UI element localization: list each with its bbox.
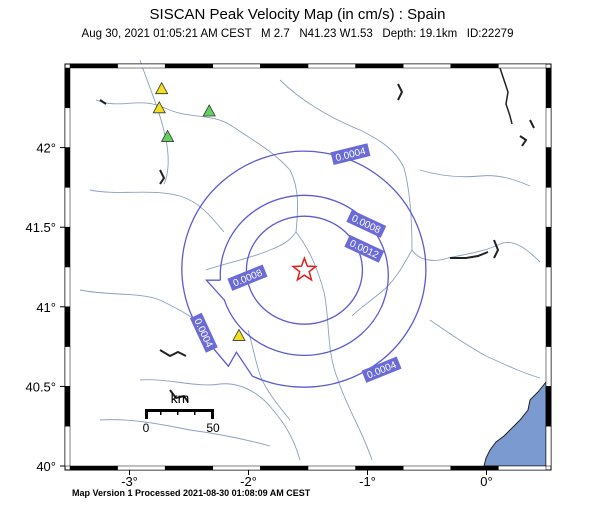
station-triangle-icon [154, 81, 169, 95]
map-version-footer: Map Version 1 Processed 2021-08-30 01:08… [72, 488, 311, 498]
station-triangle-icon [232, 328, 246, 341]
lat-tick-label: 40.5° [25, 379, 56, 394]
red-star-icon [290, 256, 318, 282]
map-title: SISCAN Peak Velocity Map (in cm/s) : Spa… [149, 6, 446, 23]
scale-unit: km [171, 390, 190, 406]
lat-tick-label: 41.5° [25, 220, 56, 235]
scale-label-end: 50 [206, 421, 220, 435]
epicenter-marker [290, 256, 318, 282]
map-area [70, 68, 546, 466]
lon-tick-label: -3° [121, 474, 138, 489]
lon-tick-label: -2° [240, 474, 257, 489]
scale-label-start: 0 [143, 421, 150, 435]
rivers [79, 59, 541, 461]
seismic-stations [152, 81, 246, 341]
velocity-contours [181, 150, 427, 388]
lat-tick-label: 42° [36, 141, 56, 156]
latitude-ticks: 42° 41.5° 41° 40.5° 40° [25, 141, 65, 474]
station-triangle-icon [152, 100, 166, 114]
contour-ring [204, 194, 389, 356]
reservoirs [99, 83, 535, 403]
coastline [499, 67, 513, 125]
lat-tick-label: 41° [36, 300, 56, 315]
lat-tick-label: 40° [36, 459, 56, 474]
station-triangle-icon [160, 129, 175, 142]
scale-bar: km 0 50 [143, 390, 220, 435]
station-triangle-icon [202, 104, 216, 117]
lon-tick-label: -1° [359, 474, 376, 489]
contour-ring [245, 215, 364, 325]
map-frame [64, 63, 552, 471]
event-info: Aug 30, 2021 01:05:21 AM CEST M 2.7 N41.… [81, 28, 514, 40]
contour-ring [181, 150, 427, 388]
lon-tick-label: 0° [480, 474, 492, 489]
longitude-ticks: -3° -2° -1° 0° [121, 470, 493, 489]
